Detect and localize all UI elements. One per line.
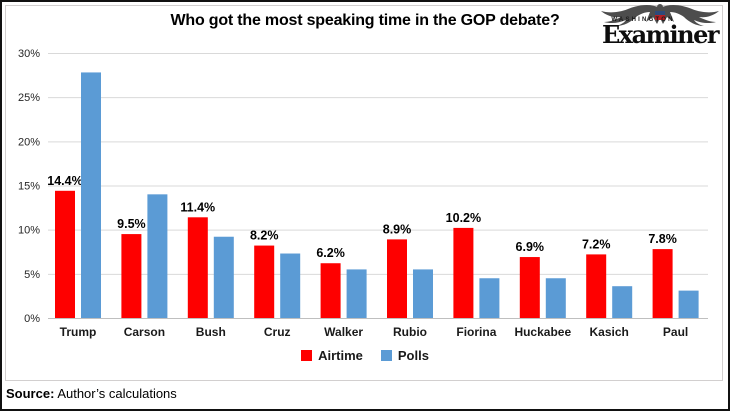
- washington-examiner-logo: WASHINGTON Examiner: [596, 2, 724, 47]
- bar-airtime-walker: [320, 263, 341, 318]
- bar-value-label-kasich: 7.2%: [582, 237, 611, 251]
- bar-value-label-paul: 7.8%: [648, 232, 677, 246]
- bar-polls-walker: [346, 269, 367, 318]
- bar-polls-huckabee: [545, 278, 566, 318]
- bar-value-label-fiorina: 10.2%: [446, 211, 481, 225]
- logo-examiner-text: Examiner: [601, 20, 720, 49]
- category-label-fiorina: Fiorina: [456, 325, 496, 339]
- legend-label: Airtime: [318, 348, 363, 363]
- category-label-bush: Bush: [196, 325, 226, 339]
- legend-swatch-polls: [380, 350, 392, 361]
- bar-polls-fiorina: [479, 278, 500, 318]
- category-label-cruz: Cruz: [264, 325, 291, 339]
- category-label-carson: Carson: [124, 325, 165, 339]
- category-label-walker: Walker: [324, 325, 363, 339]
- chart-title: Who got the most speaking time in the GO…: [170, 12, 560, 29]
- legend-item-polls: Polls: [380, 348, 429, 363]
- bar-polls-bush: [213, 236, 234, 318]
- source-text: Author’s calculations: [57, 386, 177, 401]
- bar-airtime-rubio: [387, 239, 407, 318]
- bar-airtime-paul: [652, 249, 673, 318]
- bar-polls-cruz: [280, 253, 301, 318]
- y-tick-label: 5%: [24, 269, 40, 281]
- bar-value-label-rubio: 8.9%: [383, 222, 412, 236]
- y-tick-label: 10%: [18, 225, 40, 237]
- bar-polls-paul: [678, 290, 699, 318]
- source-note: Source: Author’s calculations: [6, 386, 177, 401]
- bar-polls-kasich: [612, 286, 633, 318]
- bar-value-label-bush: 11.4%: [180, 200, 215, 214]
- category-label-rubio: Rubio: [393, 325, 427, 339]
- bar-value-label-cruz: 8.2%: [250, 229, 279, 243]
- bar-polls-trump: [81, 72, 101, 318]
- eagle-icon: [601, 4, 719, 27]
- bar-airtime-huckabee: [519, 257, 540, 318]
- legend: Airtime Polls: [0, 348, 730, 363]
- bar-polls-carson: [147, 194, 168, 318]
- bar-value-label-carson: 9.5%: [117, 217, 146, 231]
- legend-item-airtime: Airtime: [301, 348, 363, 363]
- category-label-trump: Trump: [60, 325, 97, 339]
- y-tick-label: 25%: [18, 92, 40, 104]
- y-tick-label: 20%: [18, 136, 40, 148]
- source-label: Source:: [6, 386, 55, 401]
- bar-airtime-cruz: [254, 245, 275, 318]
- bar-polls-rubio: [413, 269, 433, 318]
- legend-label: Polls: [397, 348, 429, 363]
- logo-washington-text: WASHINGTON: [611, 17, 675, 23]
- bar-airtime-trump: [55, 190, 75, 318]
- category-label-huckabee: Huckabee: [514, 325, 571, 339]
- y-tick-label: 15%: [18, 181, 40, 193]
- bar-value-label-huckabee: 6.9%: [516, 240, 545, 254]
- bar-airtime-bush: [187, 217, 208, 318]
- bar-airtime-fiorina: [453, 227, 474, 318]
- y-tick-label: 30%: [18, 48, 40, 60]
- category-label-kasich: Kasich: [590, 325, 629, 339]
- chart-svg: 30% 25% 20% 15% 10% 5% 0% 14.4% Trump 9.5% Carson 1…: [18, 48, 708, 339]
- legend-swatch-airtime: [301, 350, 313, 361]
- bar-value-label-trump: 14.4%: [47, 174, 82, 188]
- y-tick-label: 0%: [24, 313, 40, 325]
- bar-airtime-kasich: [586, 254, 607, 318]
- category-label-paul: Paul: [663, 325, 688, 339]
- bar-airtime-carson: [121, 234, 142, 318]
- bar-value-label-walker: 6.2%: [316, 246, 345, 260]
